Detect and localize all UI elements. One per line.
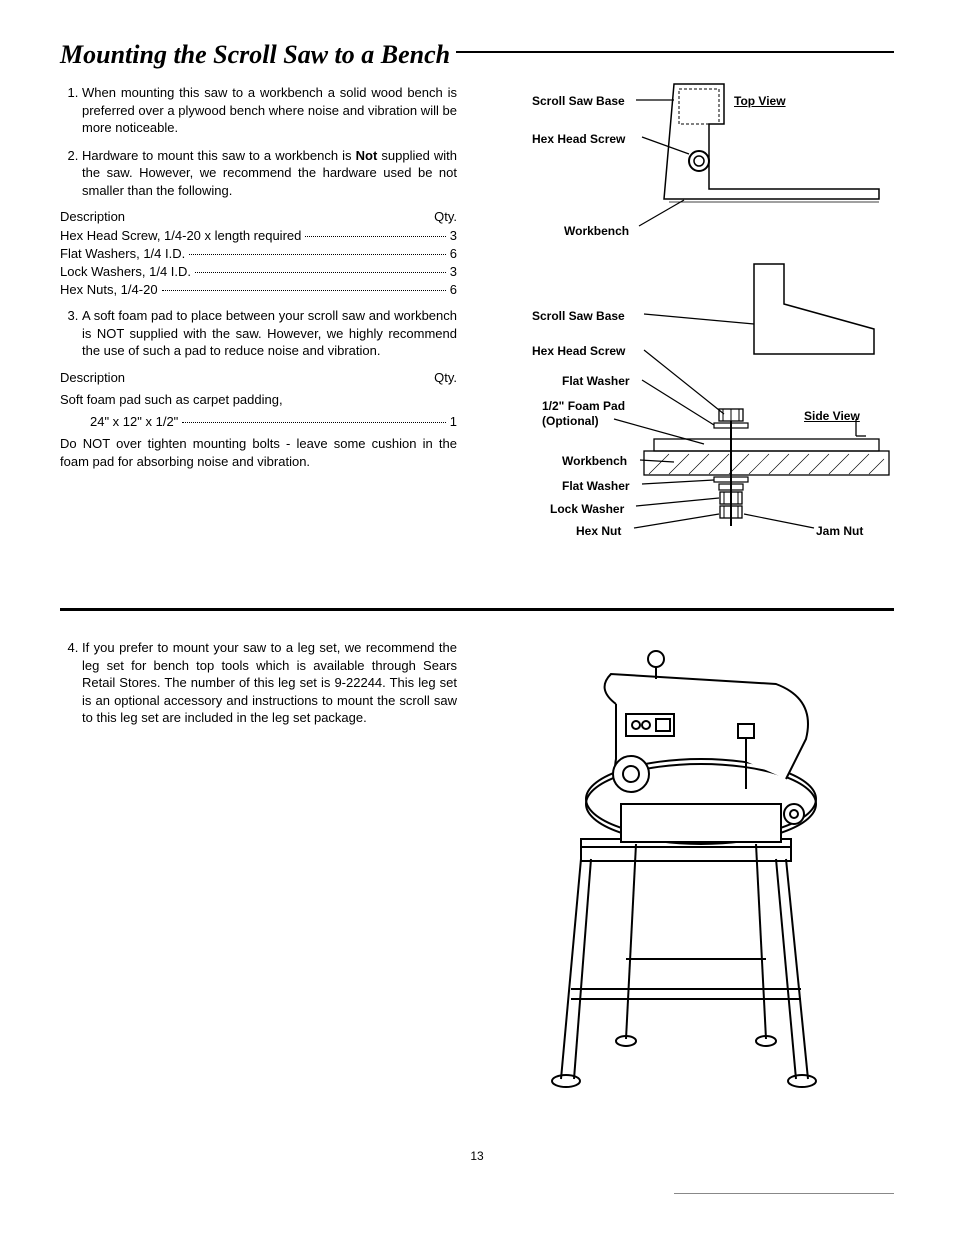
- desc-header-1: Description Qty.: [60, 209, 457, 224]
- list-item-1: When mounting this saw to a workbench a …: [82, 84, 457, 137]
- pad-label: 24" x 12" x 1/2": [90, 414, 178, 429]
- li2-part-b: Not: [356, 148, 378, 163]
- qty-label: Qty.: [434, 370, 457, 385]
- hw-qty: 3: [450, 228, 457, 243]
- caution-note: Do NOT over tighten mounting bolts - lea…: [60, 435, 457, 470]
- list-item-2: Hardware to mount this saw to a workbenc…: [82, 147, 457, 200]
- li2-part-a: Hardware to mount this saw to a workbenc…: [82, 148, 356, 163]
- pad-qty: 1: [450, 414, 457, 429]
- page-number: 13: [60, 1149, 894, 1163]
- pad-intro: Soft foam pad such as carpet padding,: [60, 391, 457, 409]
- hw-label: Hex Head Screw, 1/4-20 x length required: [60, 228, 301, 243]
- mounting-diagram: Scroll Saw Base Top View Hex Head Screw …: [524, 74, 894, 584]
- list-item-4: If you prefer to mount your saw to a leg…: [82, 639, 457, 727]
- hw-row-1: Flat Washers, 1/4 I.D. 6: [60, 246, 457, 261]
- section-divider: [60, 608, 894, 611]
- section-title: Mounting the Scroll Saw to a Bench: [60, 40, 894, 70]
- hw-qty: 6: [450, 282, 457, 297]
- ordered-list-1: When mounting this saw to a workbench a …: [60, 84, 457, 199]
- pad-row: 24" x 12" x 1/2" 1: [60, 414, 457, 429]
- left-column: When mounting this saw to a workbench a …: [60, 74, 457, 584]
- title-text: Mounting the Scroll Saw to a Bench: [60, 40, 450, 70]
- hw-qty: 3: [450, 264, 457, 279]
- left-column-lower: If you prefer to mount your saw to a leg…: [60, 629, 457, 1109]
- qty-label: Qty.: [434, 209, 457, 224]
- ordered-list-3: If you prefer to mount your saw to a leg…: [60, 639, 457, 727]
- lower-columns: If you prefer to mount your saw to a leg…: [60, 629, 894, 1109]
- hw-row-2: Lock Washers, 1/4 I.D. 3: [60, 264, 457, 279]
- dot-leader: [182, 422, 445, 423]
- hw-row-0: Hex Head Screw, 1/4-20 x length required…: [60, 228, 457, 243]
- stand-svg: [526, 629, 866, 1109]
- diagram-svg: [524, 74, 894, 584]
- right-column-lower: [497, 629, 894, 1109]
- footer-rule: [674, 1193, 894, 1194]
- dot-leader: [195, 272, 446, 273]
- hw-label: Flat Washers, 1/4 I.D.: [60, 246, 185, 261]
- dot-leader: [189, 254, 446, 255]
- ordered-list-2: A soft foam pad to place between your sc…: [60, 307, 457, 360]
- desc-label: Description: [60, 370, 125, 385]
- hw-label: Lock Washers, 1/4 I.D.: [60, 264, 191, 279]
- right-column: Scroll Saw Base Top View Hex Head Screw …: [497, 74, 894, 584]
- hw-label: Hex Nuts, 1/4-20: [60, 282, 158, 297]
- desc-label: Description: [60, 209, 125, 224]
- title-rule: [456, 51, 894, 53]
- hw-row-3: Hex Nuts, 1/4-20 6: [60, 282, 457, 297]
- dot-leader: [162, 290, 446, 291]
- upper-columns: When mounting this saw to a workbench a …: [60, 74, 894, 584]
- dot-leader: [305, 236, 445, 237]
- list-item-3: A soft foam pad to place between your sc…: [82, 307, 457, 360]
- hw-qty: 6: [450, 246, 457, 261]
- scroll-saw-on-stand-figure: [526, 629, 866, 1109]
- desc-header-2: Description Qty.: [60, 370, 457, 385]
